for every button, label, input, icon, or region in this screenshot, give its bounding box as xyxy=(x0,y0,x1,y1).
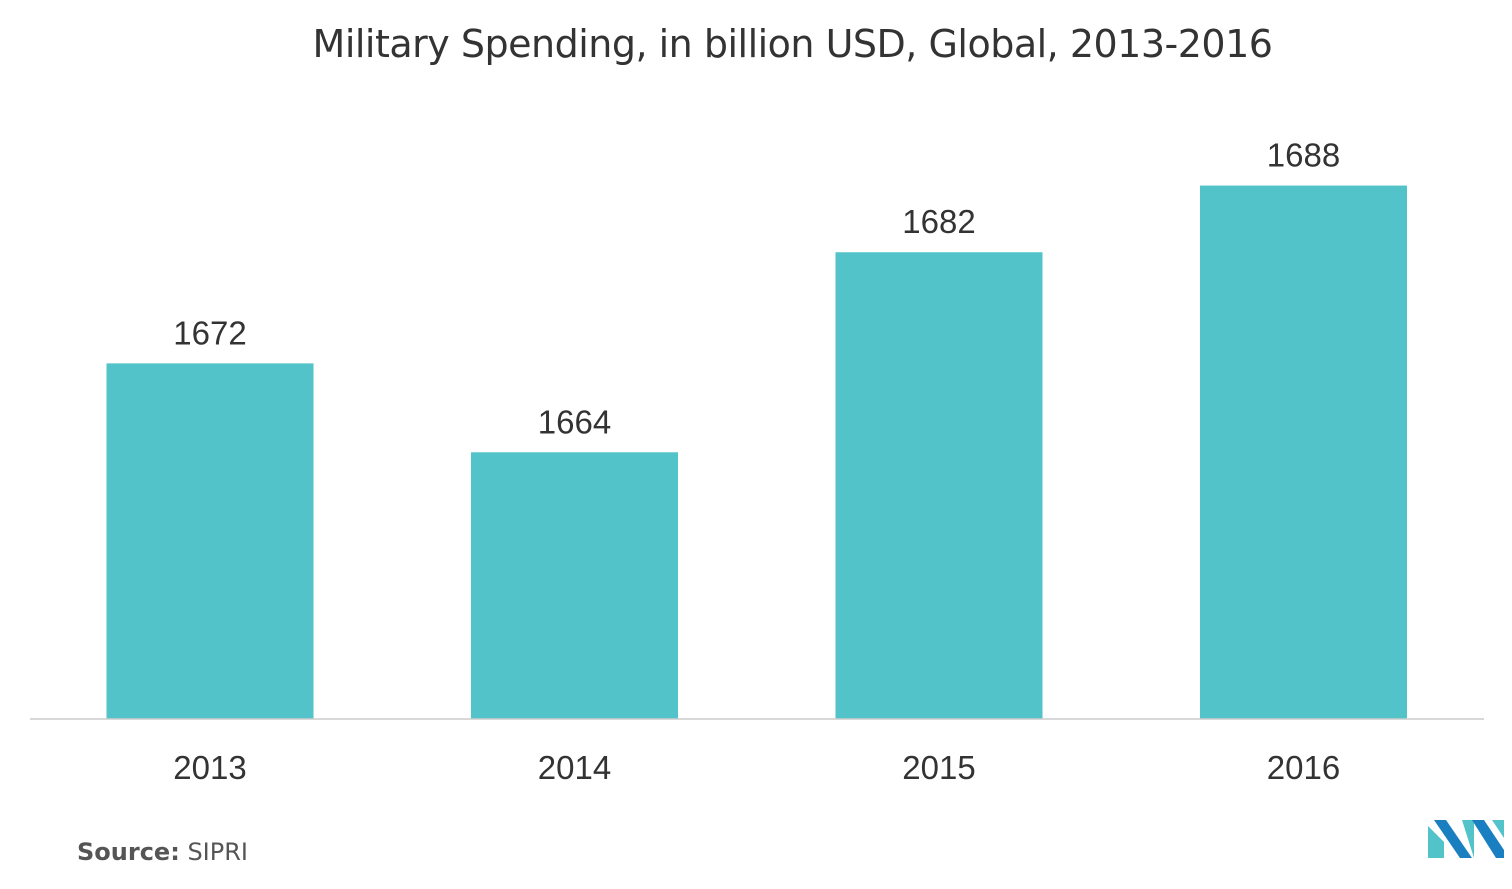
data-label-2013: 1672 xyxy=(173,314,246,351)
mordor-intelligence-logo-icon xyxy=(1428,820,1504,858)
data-label-2014: 1664 xyxy=(538,403,611,440)
data-label-2015: 1682 xyxy=(902,203,975,240)
chart-title: Military Spending, in billion USD, Globa… xyxy=(312,22,1273,66)
x-tick-label-2014: 2014 xyxy=(538,749,611,786)
bar-2013 xyxy=(106,363,314,719)
x-tick-label-2016: 2016 xyxy=(1267,749,1340,786)
source-label: Source: xyxy=(77,838,180,866)
x-tick-label-2013: 2013 xyxy=(173,749,246,786)
bar-2015 xyxy=(835,252,1043,719)
bar-2014 xyxy=(471,452,678,719)
source-note: Source: SIPRI xyxy=(77,838,248,866)
labels-layer: 1672 2013 1664 2014 1682 2015 1688 2016 xyxy=(173,137,1340,786)
data-label-2016: 1688 xyxy=(1267,137,1340,174)
x-tick-label-2015: 2015 xyxy=(902,749,975,786)
source-value: SIPRI xyxy=(187,838,248,866)
bars-layer xyxy=(106,185,1407,719)
bar-2016 xyxy=(1200,185,1407,719)
